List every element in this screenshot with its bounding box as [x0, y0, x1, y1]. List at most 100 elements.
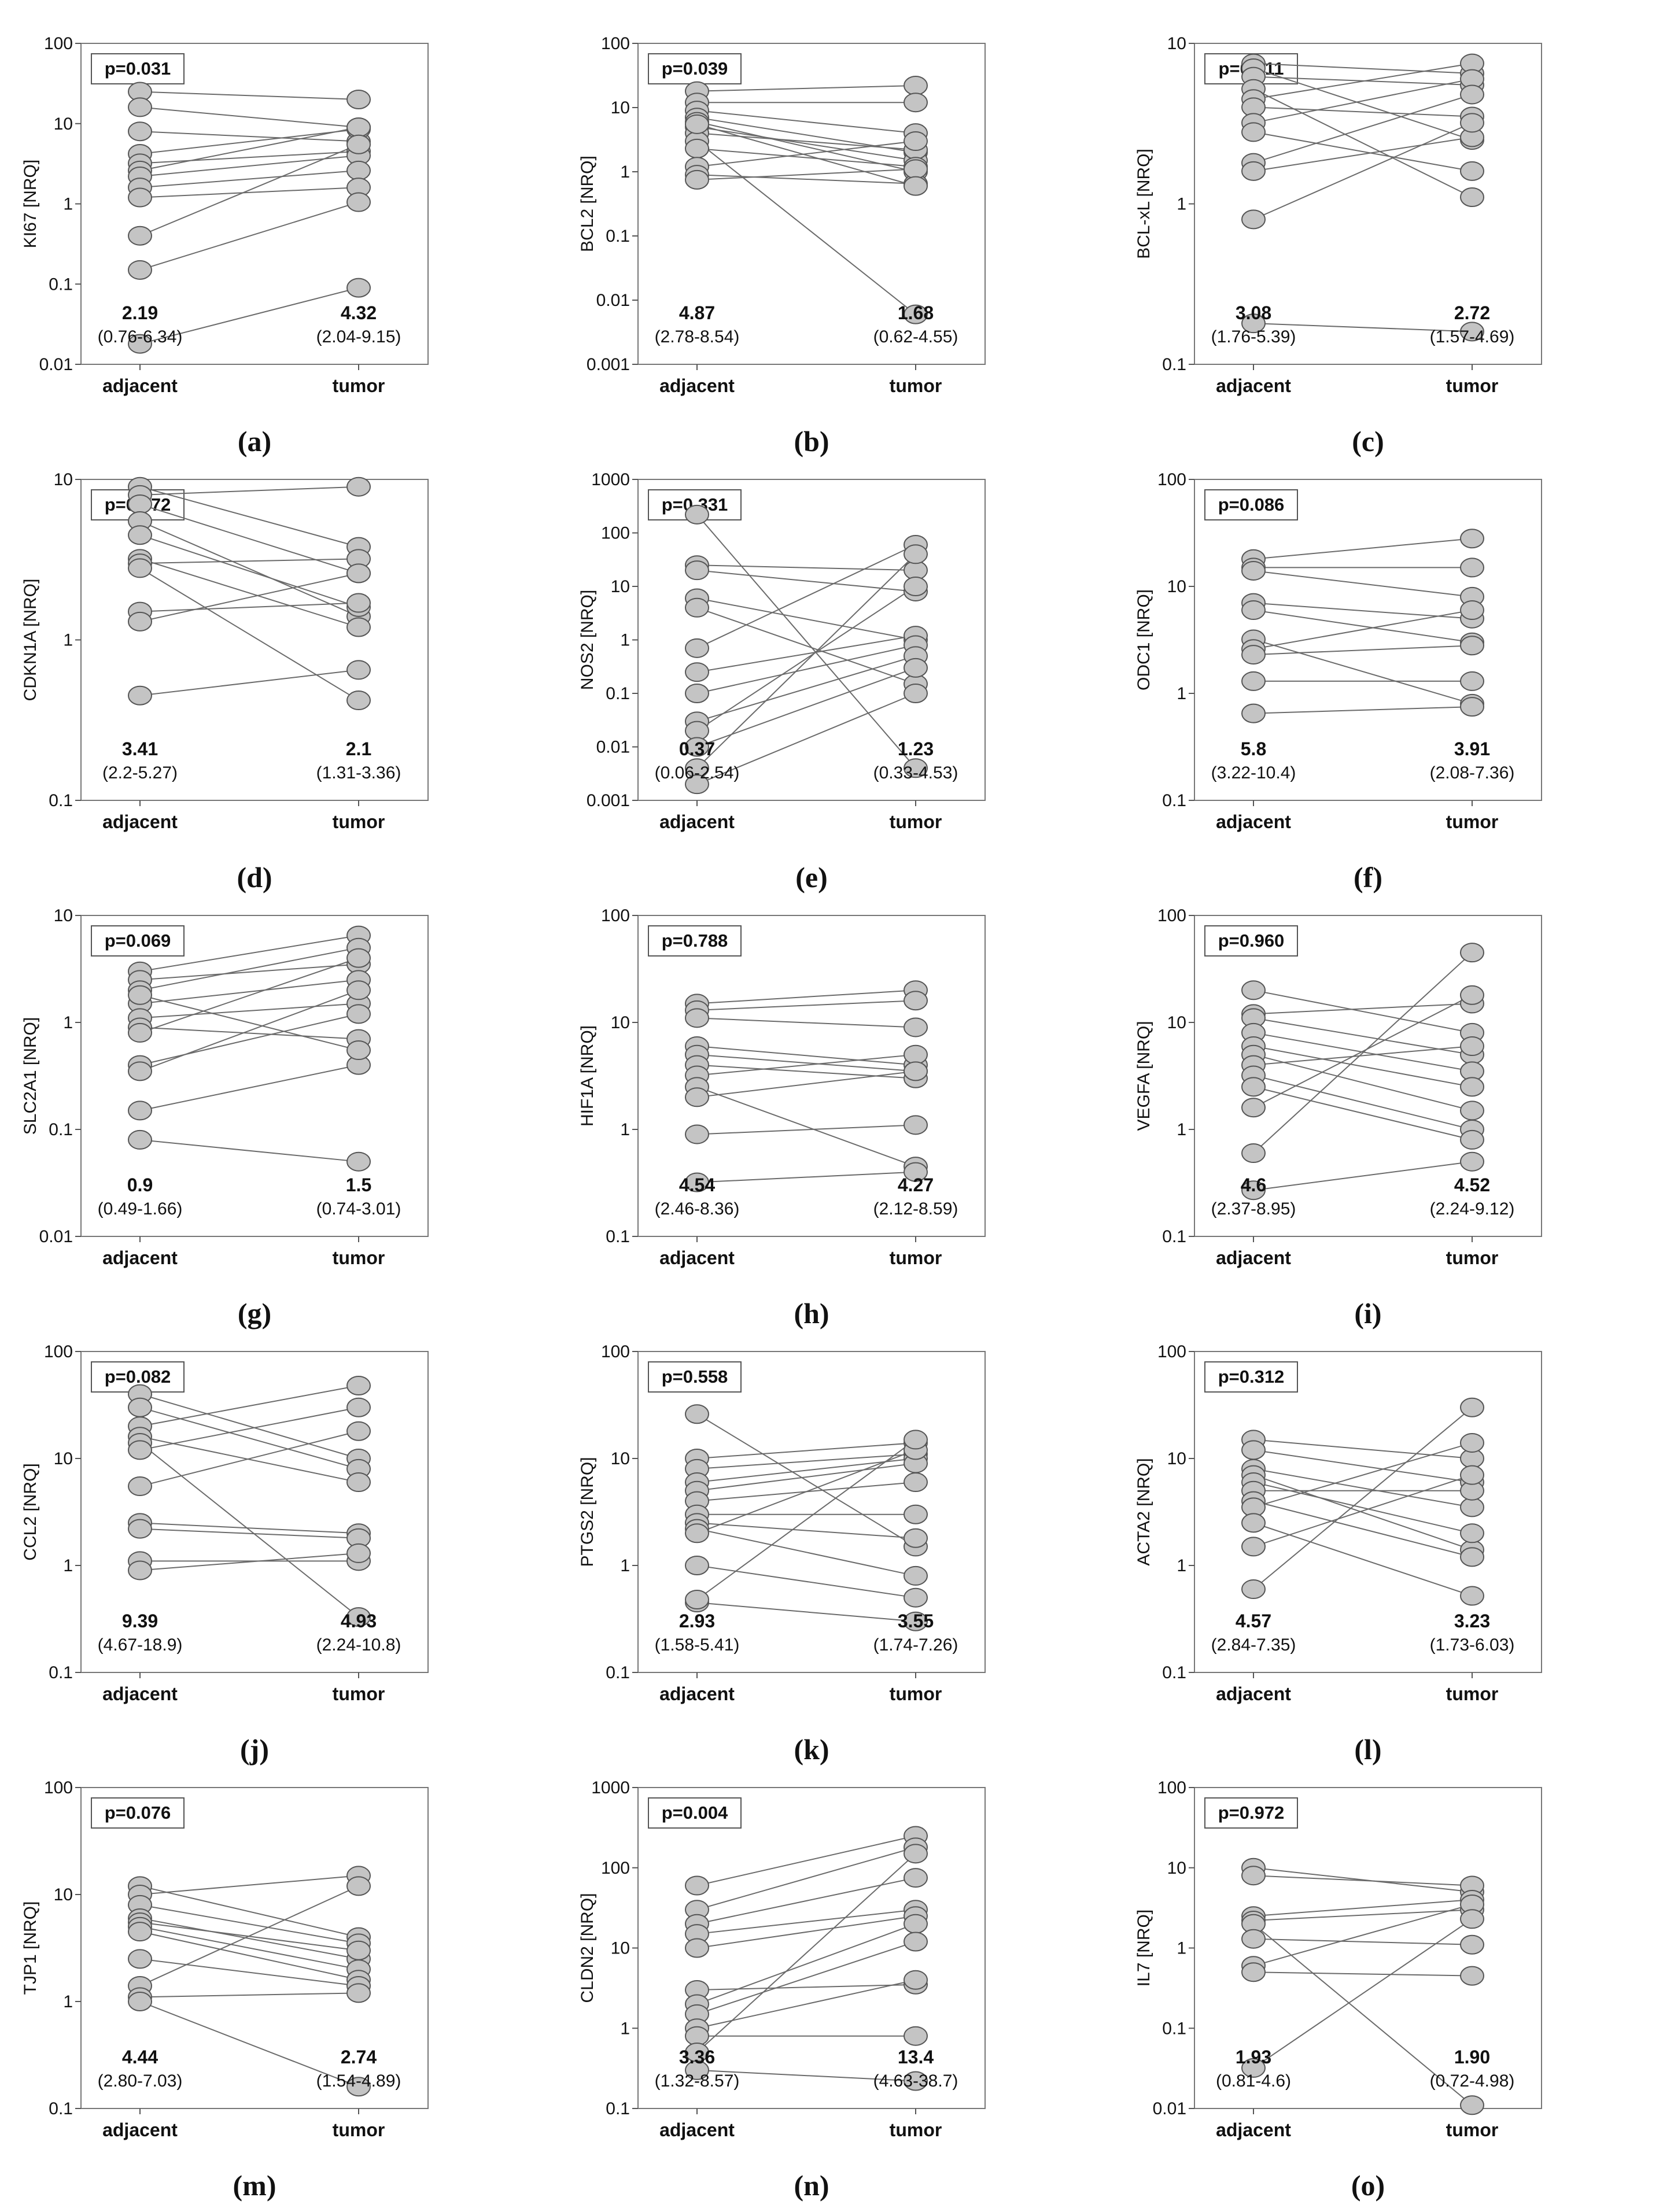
- tumor-point: [904, 1868, 928, 1888]
- pair-line: [1253, 1909, 1473, 1921]
- x-category-label: adjacent: [102, 1683, 178, 1704]
- plot-frame: [80, 915, 429, 1237]
- pair-line: [139, 1442, 359, 1618]
- pair-line: [1253, 62, 1473, 100]
- y-tick-label: 10: [611, 98, 630, 117]
- adjacent-point: [1241, 1537, 1266, 1557]
- tumor-point: [346, 1940, 371, 1960]
- y-axis-title: BCL-xL [NRQ]: [1134, 149, 1153, 259]
- pair-line: [139, 143, 359, 237]
- tumor-point: [904, 1115, 928, 1135]
- pair-line: [696, 1602, 916, 1622]
- x-category-label: adjacent: [1216, 811, 1291, 832]
- tumor-point: [1460, 1151, 1484, 1172]
- tumor-point: [904, 991, 928, 1011]
- pair-line: [139, 201, 359, 271]
- adjacent-point: [685, 504, 709, 525]
- chart-panel: 0.01 0.1 1 10 100 KI67 [NRQ] adjacent tumor p=0.…: [21, 34, 429, 457]
- tumor-point: [904, 1932, 928, 1952]
- y-axis-title: IL7 [NRQ]: [1134, 1910, 1153, 1986]
- pair-line: [696, 1046, 916, 1066]
- tumor-point: [904, 1472, 928, 1493]
- pair-line: [696, 123, 916, 187]
- pair-line: [1253, 952, 1473, 1154]
- tumor-point: [904, 304, 928, 324]
- pair-line: [139, 1552, 359, 1571]
- y-tick-label: 0.001: [587, 355, 630, 374]
- adjacent-point: [685, 2060, 709, 2080]
- tumor-point: [346, 980, 371, 1000]
- p-value-label: p=0.960: [1218, 930, 1285, 951]
- y-tick-label: 10: [54, 1885, 73, 1904]
- pair-line: [139, 669, 359, 696]
- adjacent-ci-label: (1.76-5.39): [1211, 327, 1296, 346]
- y-tick-label: 0.001: [587, 791, 630, 810]
- pair-line: [139, 989, 359, 1072]
- panel-label: (j): [240, 1733, 269, 1766]
- x-category-label: adjacent: [102, 375, 178, 396]
- pair-line: [696, 644, 916, 694]
- pair-line: [139, 957, 359, 1033]
- panel-label: (d): [237, 861, 272, 893]
- adjacent-point: [1241, 209, 1266, 230]
- p-value-label: p=0.076: [105, 1803, 171, 1823]
- adjacent-median-label: 2.93: [679, 1611, 715, 1631]
- tumor-ci-label: (2.24-9.12): [1430, 1199, 1515, 1218]
- pair-line: [139, 1931, 359, 1981]
- y-tick-label: 100: [1157, 1342, 1186, 1361]
- x-category-label: adjacent: [1216, 1683, 1291, 1704]
- pair-line: [139, 534, 359, 608]
- adjacent-ci-label: (3.22-10.4): [1211, 763, 1296, 782]
- y-tick-label: 0.1: [606, 227, 630, 246]
- adjacent-ci-label: (0.76-6.34): [98, 327, 183, 346]
- pair-line: [139, 1393, 359, 1459]
- panel-label: (o): [1351, 2169, 1385, 2202]
- x-category-label: adjacent: [659, 1683, 735, 1704]
- pair-line: [1253, 62, 1473, 74]
- y-tick-label: 1: [63, 1556, 73, 1575]
- pair-line: [139, 154, 359, 177]
- pair-line: [139, 91, 359, 100]
- pair-line: [1253, 1046, 1473, 1066]
- x-category-label: tumor: [333, 811, 385, 832]
- pair-line: [1253, 706, 1473, 714]
- tumor-ci-label: (1.57-4.69): [1430, 327, 1515, 346]
- pair-line: [139, 150, 359, 164]
- y-axis-title: PTGS2 [NRQ]: [578, 1457, 597, 1567]
- y-tick-label: 1: [1177, 1120, 1186, 1139]
- pair-line: [696, 1171, 916, 1183]
- y-axis-title: TJP1 [NRQ]: [21, 1901, 40, 1995]
- adjacent-point: [1241, 600, 1266, 621]
- tumor-median-label: 4.32: [341, 302, 377, 323]
- tumor-point: [904, 159, 928, 179]
- pair-line: [696, 1458, 916, 1483]
- y-axis-title: CDKN1A [NRQ]: [21, 579, 40, 701]
- x-category-label: adjacent: [1216, 1247, 1291, 1268]
- tumor-point: [346, 690, 371, 711]
- adjacent-point: [685, 684, 709, 703]
- y-tick-label: 0.01: [39, 1227, 73, 1246]
- panel-label: (m): [233, 2169, 276, 2202]
- chart-panel: 0.01 0.1 1 10 100 IL7 [NRQ] adjacent tumor p=0.9…: [1134, 1778, 1542, 2202]
- pair-line: [1253, 78, 1473, 124]
- adjacent-ci-label: (2.84-7.35): [1211, 1635, 1296, 1655]
- tumor-point: [1460, 600, 1484, 621]
- y-tick-label: 0.01: [1153, 2099, 1186, 2118]
- tumor-point: [346, 593, 371, 613]
- y-tick-label: 100: [1157, 470, 1186, 489]
- tumor-point: [1460, 1101, 1484, 1121]
- pair-line: [139, 520, 359, 617]
- y-tick-label: 0.01: [596, 291, 630, 310]
- adjacent-point: [685, 774, 709, 795]
- pair-line: [696, 1413, 916, 1548]
- tumor-point: [904, 1844, 928, 1864]
- adjacent-point: [1241, 645, 1266, 665]
- tumor-point: [346, 1397, 371, 1417]
- adjacent-ci-label: (0.49-1.66): [98, 1199, 183, 1218]
- pair-line: [139, 127, 359, 171]
- adjacent-point: [1241, 980, 1266, 1000]
- pair-line: [1253, 1918, 1473, 2069]
- plot-frame: [637, 1351, 986, 1673]
- pair-line: [1253, 131, 1473, 172]
- p-value-box: [648, 1797, 742, 1829]
